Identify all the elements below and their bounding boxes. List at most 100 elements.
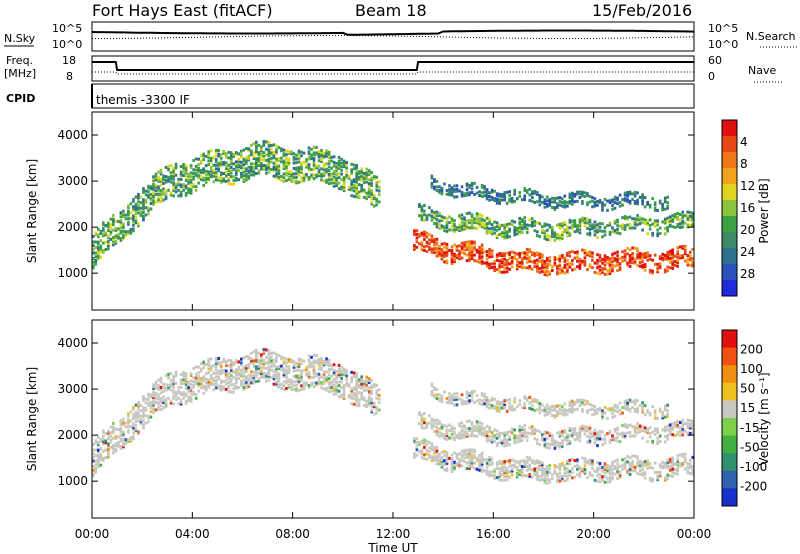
power-cell bbox=[189, 171, 193, 175]
power-cell bbox=[668, 222, 672, 226]
power-cell bbox=[134, 221, 138, 225]
velocity-cell bbox=[598, 467, 602, 471]
power-cell bbox=[576, 265, 579, 269]
power-cell bbox=[275, 150, 278, 154]
velocity-cell bbox=[523, 463, 527, 467]
power-cell bbox=[483, 250, 486, 254]
velocity-cell bbox=[144, 397, 148, 401]
velocity-cell bbox=[485, 405, 489, 409]
power-cell bbox=[470, 220, 474, 224]
velocity-cell bbox=[227, 375, 231, 379]
power-cell bbox=[628, 201, 632, 205]
velocity-cell bbox=[668, 427, 672, 431]
power-cell bbox=[340, 161, 343, 165]
velocity-cell bbox=[628, 467, 632, 471]
velocity-cell bbox=[691, 468, 695, 472]
power-cell bbox=[99, 250, 103, 254]
power-cell bbox=[262, 158, 266, 162]
velocity-cell bbox=[586, 400, 589, 404]
velocity-cell bbox=[623, 424, 627, 428]
power-cell bbox=[127, 213, 130, 217]
power-cell bbox=[691, 257, 695, 261]
power-cell bbox=[355, 164, 358, 168]
velocity-cell bbox=[177, 385, 180, 389]
power-cell bbox=[498, 252, 501, 256]
power-cell bbox=[418, 203, 421, 207]
power-cell bbox=[377, 193, 381, 197]
velocity-cell bbox=[468, 455, 471, 459]
velocity-cell bbox=[337, 380, 341, 384]
velocity-cell bbox=[342, 391, 346, 395]
power-cell bbox=[638, 253, 642, 257]
power-cell bbox=[458, 214, 461, 218]
cpid-program-text: themis -3300 IF bbox=[96, 93, 190, 107]
velocity-cell bbox=[503, 437, 506, 441]
power-cell bbox=[613, 206, 617, 210]
velocity-cell bbox=[493, 469, 496, 473]
velocity-cell bbox=[596, 479, 599, 483]
velocity-cell bbox=[92, 472, 95, 476]
power-cell bbox=[292, 179, 296, 183]
power-cell bbox=[530, 251, 534, 255]
velocity-cell bbox=[686, 425, 690, 429]
power-cell bbox=[603, 263, 607, 267]
power-cell bbox=[658, 255, 662, 259]
velocity-cell bbox=[197, 384, 200, 388]
velocity-cell bbox=[508, 443, 511, 447]
velocity-cell bbox=[423, 440, 426, 444]
velocity-cell bbox=[187, 395, 190, 399]
velocity-cell bbox=[250, 357, 253, 361]
velocity-cell bbox=[530, 475, 534, 479]
velocity-cell bbox=[119, 433, 123, 437]
power-cell bbox=[483, 185, 486, 189]
power-cell bbox=[450, 221, 454, 225]
velocity-cell bbox=[292, 365, 296, 369]
velocity-cell bbox=[653, 461, 657, 465]
velocity-cell bbox=[688, 422, 692, 426]
velocity-cell bbox=[676, 467, 680, 471]
velocity-cell bbox=[435, 418, 439, 422]
power-cell bbox=[485, 253, 489, 257]
velocity-cell bbox=[435, 433, 439, 437]
velocity-cell bbox=[433, 386, 436, 390]
power-cell bbox=[375, 188, 379, 192]
velocity-cell bbox=[588, 462, 592, 466]
power-cell bbox=[671, 266, 675, 270]
velocity-cell bbox=[618, 475, 622, 479]
velocity-cell bbox=[423, 445, 426, 449]
velocity-cell bbox=[566, 408, 569, 412]
velocity-cell bbox=[611, 408, 614, 412]
power-cell bbox=[450, 249, 454, 253]
power-cell bbox=[553, 231, 557, 235]
velocity-cell bbox=[465, 461, 469, 465]
power-cell bbox=[458, 253, 461, 257]
velocity-cell bbox=[418, 441, 421, 445]
y-tick-label: 3000 bbox=[57, 382, 88, 396]
power-cell bbox=[157, 189, 160, 193]
power-cell bbox=[164, 195, 168, 199]
power-cell bbox=[485, 188, 489, 192]
velocity-cell bbox=[332, 370, 336, 374]
velocity-cell bbox=[688, 462, 692, 466]
power-cell bbox=[445, 253, 449, 257]
velocity-cell bbox=[478, 426, 481, 430]
velocity-cell bbox=[603, 464, 607, 468]
power-cell bbox=[127, 204, 130, 208]
power-cell bbox=[214, 154, 218, 158]
power-cell bbox=[232, 154, 236, 158]
velocity-cell bbox=[598, 437, 602, 441]
velocity-cell bbox=[132, 416, 135, 420]
power-cell bbox=[282, 179, 286, 183]
power-cell bbox=[558, 237, 562, 241]
velocity-cell bbox=[320, 380, 323, 384]
velocity-cell bbox=[182, 370, 185, 374]
power-cell bbox=[535, 264, 539, 268]
velocity-cell bbox=[483, 393, 486, 397]
velocity-cell bbox=[613, 436, 617, 440]
power-cell bbox=[453, 195, 456, 199]
power-cell bbox=[159, 172, 163, 176]
power-cell bbox=[498, 198, 501, 202]
velocity-cell bbox=[523, 461, 527, 465]
power-cell bbox=[357, 177, 361, 181]
power-cell bbox=[643, 218, 647, 222]
